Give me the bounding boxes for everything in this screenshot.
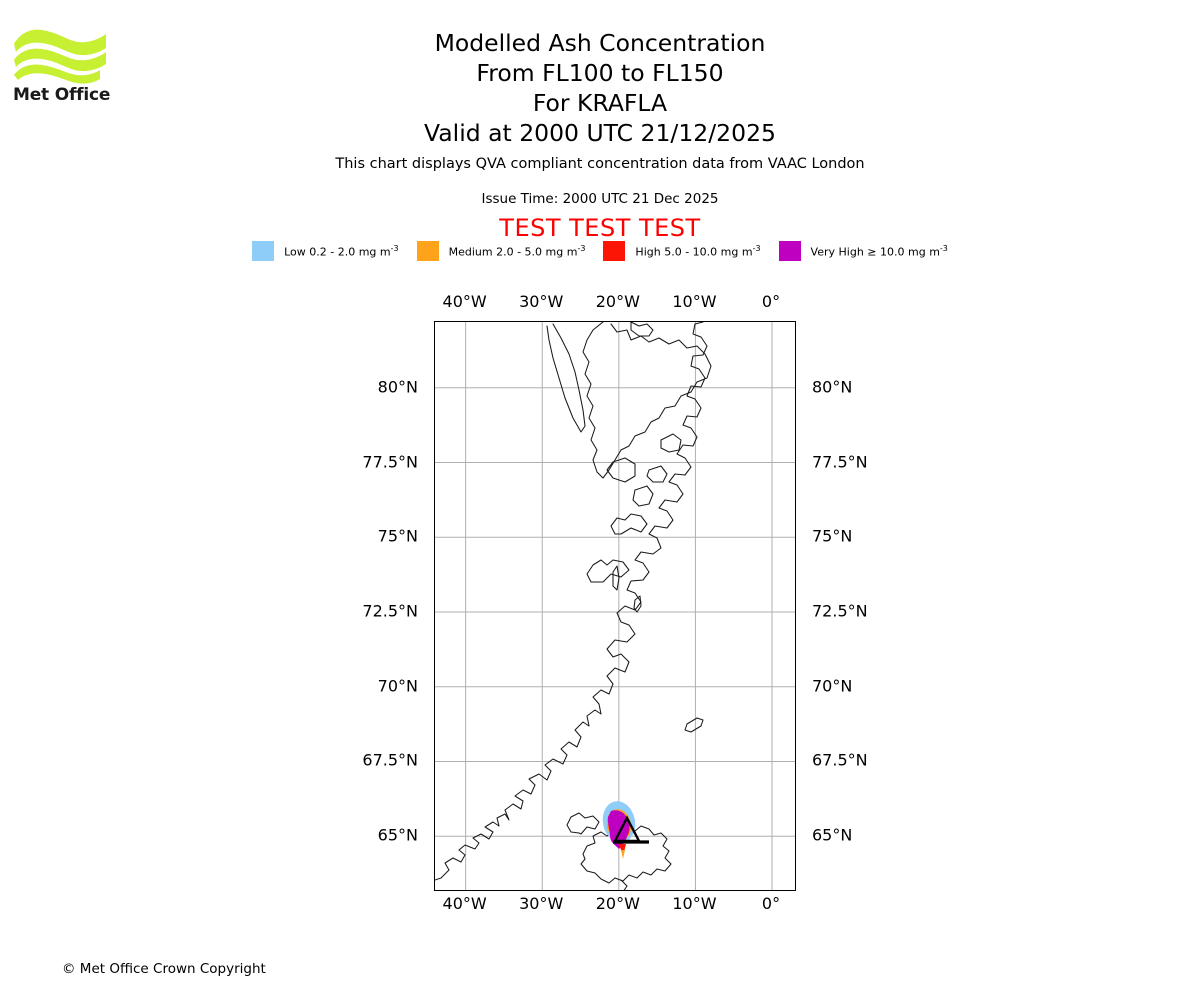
coastline-scoresby-sund xyxy=(586,559,630,583)
lat-tick-label-left: 75°N xyxy=(377,526,418,546)
test-banner: TEST TEST TEST xyxy=(499,214,701,242)
coastline-svalbard-prins-karls xyxy=(546,323,586,433)
map-frame xyxy=(434,321,796,891)
met-office-logo: Met Office xyxy=(12,22,142,105)
issue-time-text: Issue Time: 2000 UTC 21 Dec 2025 xyxy=(481,191,719,207)
title-line-4: Valid at 2000 UTC 21/12/2025 xyxy=(424,119,776,147)
latitude-axis-left: 80°N 77.5°N 75°N 72.5°N 70°N 67.5°N 65°N xyxy=(300,321,426,891)
legend-swatch-high xyxy=(603,241,626,261)
legend-entry-medium: Medium 2.0 - 5.0 mg m-3 xyxy=(416,241,586,261)
legend-entry-low: Low 0.2 - 2.0 mg m-3 xyxy=(252,241,399,261)
coastline-svalbard-nordaustlandet xyxy=(630,322,654,337)
legend-label-high: High 5.0 - 10.0 mg m-3 xyxy=(635,244,760,259)
legend-swatch-very-high xyxy=(778,241,801,261)
lon-tick-label: 30°W xyxy=(519,894,564,913)
lat-tick-label-left: 72.5°N xyxy=(362,601,418,621)
met-office-logo-text: Met Office xyxy=(13,85,111,105)
title-line-1: Modelled Ash Concentration xyxy=(434,29,766,57)
lon-tick-label: 10°W xyxy=(672,894,717,913)
chart-subtitle: This chart displays QVA compliant concen… xyxy=(335,156,865,172)
lat-tick-label-left: 77.5°N xyxy=(362,452,418,471)
latitude-axis-right: 80°N 77.5°N 75°N 72.5°N 70°N 67.5°N 65°N xyxy=(804,321,934,891)
lat-tick-label-left: 65°N xyxy=(377,825,418,845)
lat-tick-label-right: 80°N xyxy=(812,377,853,397)
legend-label-low: Low 0.2 - 2.0 mg m-3 xyxy=(284,244,399,259)
lon-tick-label: 0° xyxy=(761,894,781,913)
lon-tick-label: 0° xyxy=(761,292,781,311)
lat-tick-label-left: 80°N xyxy=(377,377,418,397)
legend-entry-high: High 5.0 - 10.0 mg m-3 xyxy=(603,241,761,261)
lat-tick-label-right: 75°N xyxy=(812,526,853,546)
coastline-islet-round xyxy=(606,457,636,483)
title-line-2: From FL100 to FL150 xyxy=(476,59,724,87)
coastline-islet-sliver-1 xyxy=(612,565,620,591)
coastline-jan-mayen xyxy=(684,717,704,733)
legend-exp-very-high: -3 xyxy=(939,243,948,253)
met-office-wave-icon xyxy=(14,29,106,84)
lat-tick-label-right: 70°N xyxy=(812,676,853,696)
coastline-svalbard-spitsbergen xyxy=(582,322,712,479)
lon-tick-label: 20°W xyxy=(595,894,640,913)
legend-exp-high: -3 xyxy=(752,243,761,253)
chart-title-block: Modelled Ash Concentration From FL100 to… xyxy=(0,28,1200,148)
lon-tick-label: 10°W xyxy=(672,292,717,311)
legend-entry-very-high: Very High ≥ 10.0 mg m-3 xyxy=(778,241,948,261)
lon-tick-label: 30°W xyxy=(519,292,564,311)
title-line-3: For KRAFLA xyxy=(532,89,668,117)
plume-contour-very-high xyxy=(607,810,629,849)
map-gridlines xyxy=(435,322,795,890)
lat-tick-label-left: 70°N xyxy=(377,676,418,696)
coastline-fjord-3 xyxy=(646,465,668,483)
map-coastlines xyxy=(435,322,712,890)
legend-exp-low: -3 xyxy=(390,243,399,253)
coastline-iceland-inlet xyxy=(620,879,628,890)
lat-tick-label-right: 77.5°N xyxy=(812,452,868,471)
legend-swatch-medium xyxy=(416,241,439,261)
legend-label-very-high: Very High ≥ 10.0 mg m-3 xyxy=(811,244,948,259)
copyright-text: © Met Office Crown Copyright xyxy=(62,961,266,977)
concentration-legend: Low 0.2 - 2.0 mg m-3 Medium 2.0 - 5.0 mg… xyxy=(0,241,1200,261)
ash-concentration-map[interactable] xyxy=(434,321,796,891)
legend-text-high: High 5.0 - 10.0 mg m xyxy=(635,245,753,259)
plume-tail-medium xyxy=(621,850,625,859)
longitude-axis-top: 40°W 30°W 20°W 10°W 0° xyxy=(434,292,796,312)
legend-text-low: Low 0.2 - 2.0 mg m xyxy=(284,245,391,259)
coastline-fjord-2 xyxy=(632,485,654,507)
lat-tick-label-right: 72.5°N xyxy=(812,601,868,621)
coastline-greenland-ne xyxy=(660,433,682,453)
lat-tick-label-right: 65°N xyxy=(812,825,853,845)
volcano-marker-krafla xyxy=(613,815,649,844)
legend-text-very-high: Very High ≥ 10.0 mg m xyxy=(810,245,940,259)
map-canvas xyxy=(435,322,795,890)
coastline-islet-sliver-2 xyxy=(633,595,642,613)
legend-exp-medium: -3 xyxy=(577,243,586,253)
legend-swatch-low xyxy=(252,241,275,261)
longitude-axis-bottom: 40°W 30°W 20°W 10°W 0° xyxy=(434,894,796,914)
lat-tick-label-left: 67.5°N xyxy=(362,750,418,770)
lat-tick-label-right: 67.5°N xyxy=(812,750,868,770)
legend-text-medium: Medium 2.0 - 5.0 mg m xyxy=(448,245,578,259)
lon-tick-label: 40°W xyxy=(442,292,487,311)
coastline-greenland xyxy=(435,322,708,881)
lon-tick-label: 20°W xyxy=(595,292,640,311)
coastline-iceland-westfjords xyxy=(566,812,600,835)
ash-plume-contours xyxy=(602,801,636,859)
coastline-fjord-1 xyxy=(610,513,648,535)
legend-label-medium: Medium 2.0 - 5.0 mg m-3 xyxy=(449,244,586,259)
lon-tick-label: 40°W xyxy=(442,894,487,913)
